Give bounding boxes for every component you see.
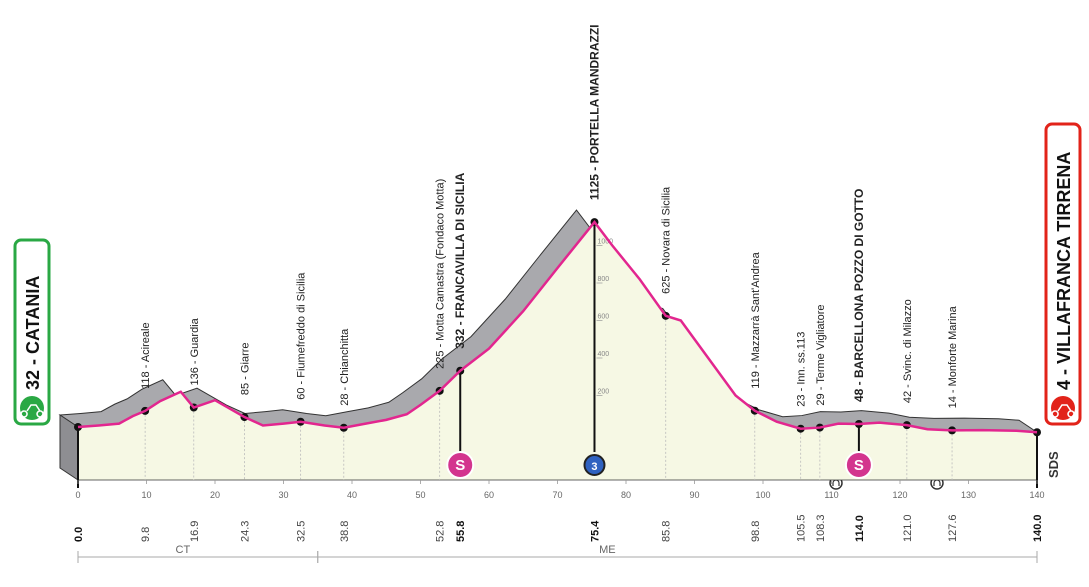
x-tick-label: 20	[210, 490, 220, 500]
waypoint-km: 85.8	[661, 521, 673, 542]
x-tick-label: 50	[415, 490, 425, 500]
waypoint-km: 127.6	[947, 514, 959, 542]
waypoint-label: 14 - Monforte Marina	[947, 305, 959, 408]
waypoint-label: 23 - Inn. ss.113	[796, 332, 808, 407]
y-tick-label: 600	[597, 314, 609, 321]
waypoint-label: 625 - Novara di Sicilia	[661, 186, 673, 294]
x-tick-label: 0	[75, 490, 80, 500]
waypoint-icon	[446, 451, 475, 479]
waypoint-km: 114.0	[854, 515, 866, 542]
x-tick-label: 40	[347, 490, 357, 500]
x-tick-label: 100	[755, 490, 770, 500]
y-tick-label: 200	[597, 389, 609, 396]
start-label: 32 - CATANIA	[23, 276, 43, 390]
y-tick-label: 1000	[597, 239, 613, 246]
province-label: CT	[176, 544, 191, 556]
finish-bike	[1051, 404, 1075, 418]
y-tick-label: 400	[597, 351, 609, 358]
x-tick-label: 10	[141, 490, 151, 500]
waypoint-label: 1125 - PORTELLA MANDRAZZI	[587, 24, 601, 200]
waypoint-km: 121.0	[902, 514, 914, 542]
waypoint-icon	[583, 454, 606, 476]
waypoint-label: 332 - FRANCAVILLA DI SICILIA	[453, 172, 467, 348]
finish-icon	[1051, 396, 1075, 420]
waypoint-km: 16.9	[189, 521, 201, 542]
waypoint-icon-label: S	[854, 457, 864, 474]
waypoint-km: 24.3	[239, 521, 251, 542]
waypoint-label: 28 - Chianchitta	[339, 328, 351, 406]
waypoint-km: 0.0	[73, 527, 85, 542]
waypoint-km: 98.8	[750, 521, 762, 542]
x-tick-label: 110	[824, 490, 838, 500]
start-icon	[20, 396, 44, 420]
waypoint-km: 38.8	[339, 521, 351, 542]
x-tick-label: 130	[961, 490, 976, 500]
waypoint-km: 140.0	[1032, 514, 1044, 542]
waypoint-km: 32.5	[296, 521, 308, 542]
waypoint-label: 118 - Acireale	[140, 322, 152, 388]
x-tick-label: 120	[892, 490, 907, 500]
x-tick-label: 90	[689, 490, 699, 500]
waypoint-km: 105.5	[796, 514, 808, 542]
waypoint-label: 225 - Motta Camastra (Fondaco Motta)	[435, 179, 447, 369]
waypoint-icon-label: 3	[591, 461, 597, 473]
x-tick-label: 60	[484, 490, 494, 500]
waypoint-km: 9.8	[140, 527, 152, 542]
waypoint-label: 136 - Guardia	[189, 317, 201, 385]
logo: SDS	[1046, 451, 1061, 478]
profile-line	[77, 220, 1038, 434]
waypoint-label: 48 - BARCELLONA POZZO DI GOTTO	[852, 189, 866, 402]
x-tick-label: 70	[552, 490, 562, 500]
finish-box	[1044, 122, 1082, 426]
start-box	[13, 238, 51, 426]
y-tick-label: 800	[597, 276, 609, 283]
waypoint-label: 29 - Terme Vigliatore	[815, 304, 827, 405]
waypoint-icon-label: S	[455, 457, 465, 474]
waypoint-icon	[844, 451, 873, 479]
waypoint-km: 75.4	[589, 520, 601, 542]
x-tick-label: 30	[278, 490, 288, 500]
waypoint-label: 119 - Mazzarrà Sant'Andrea	[750, 251, 762, 388]
waypoint-label: 42 - Svinc. di Milazzo	[902, 299, 914, 403]
waypoint-km: 108.3	[815, 514, 827, 542]
waypoint-label: 85 - Giarre	[239, 342, 251, 395]
x-tick-label: 140	[1029, 490, 1044, 500]
x-tick-label: 80	[621, 490, 631, 500]
waypoint-km: 52.8	[435, 521, 447, 542]
start-bike	[20, 404, 44, 418]
waypoint-km: 55.8	[455, 521, 467, 542]
waypoint-label: 60 - Fiumefreddo di Sicilia	[296, 272, 308, 400]
province-label: ME	[599, 544, 616, 556]
finish-label: 4 - VILLAFRANCA TIRRENA	[1054, 152, 1074, 390]
